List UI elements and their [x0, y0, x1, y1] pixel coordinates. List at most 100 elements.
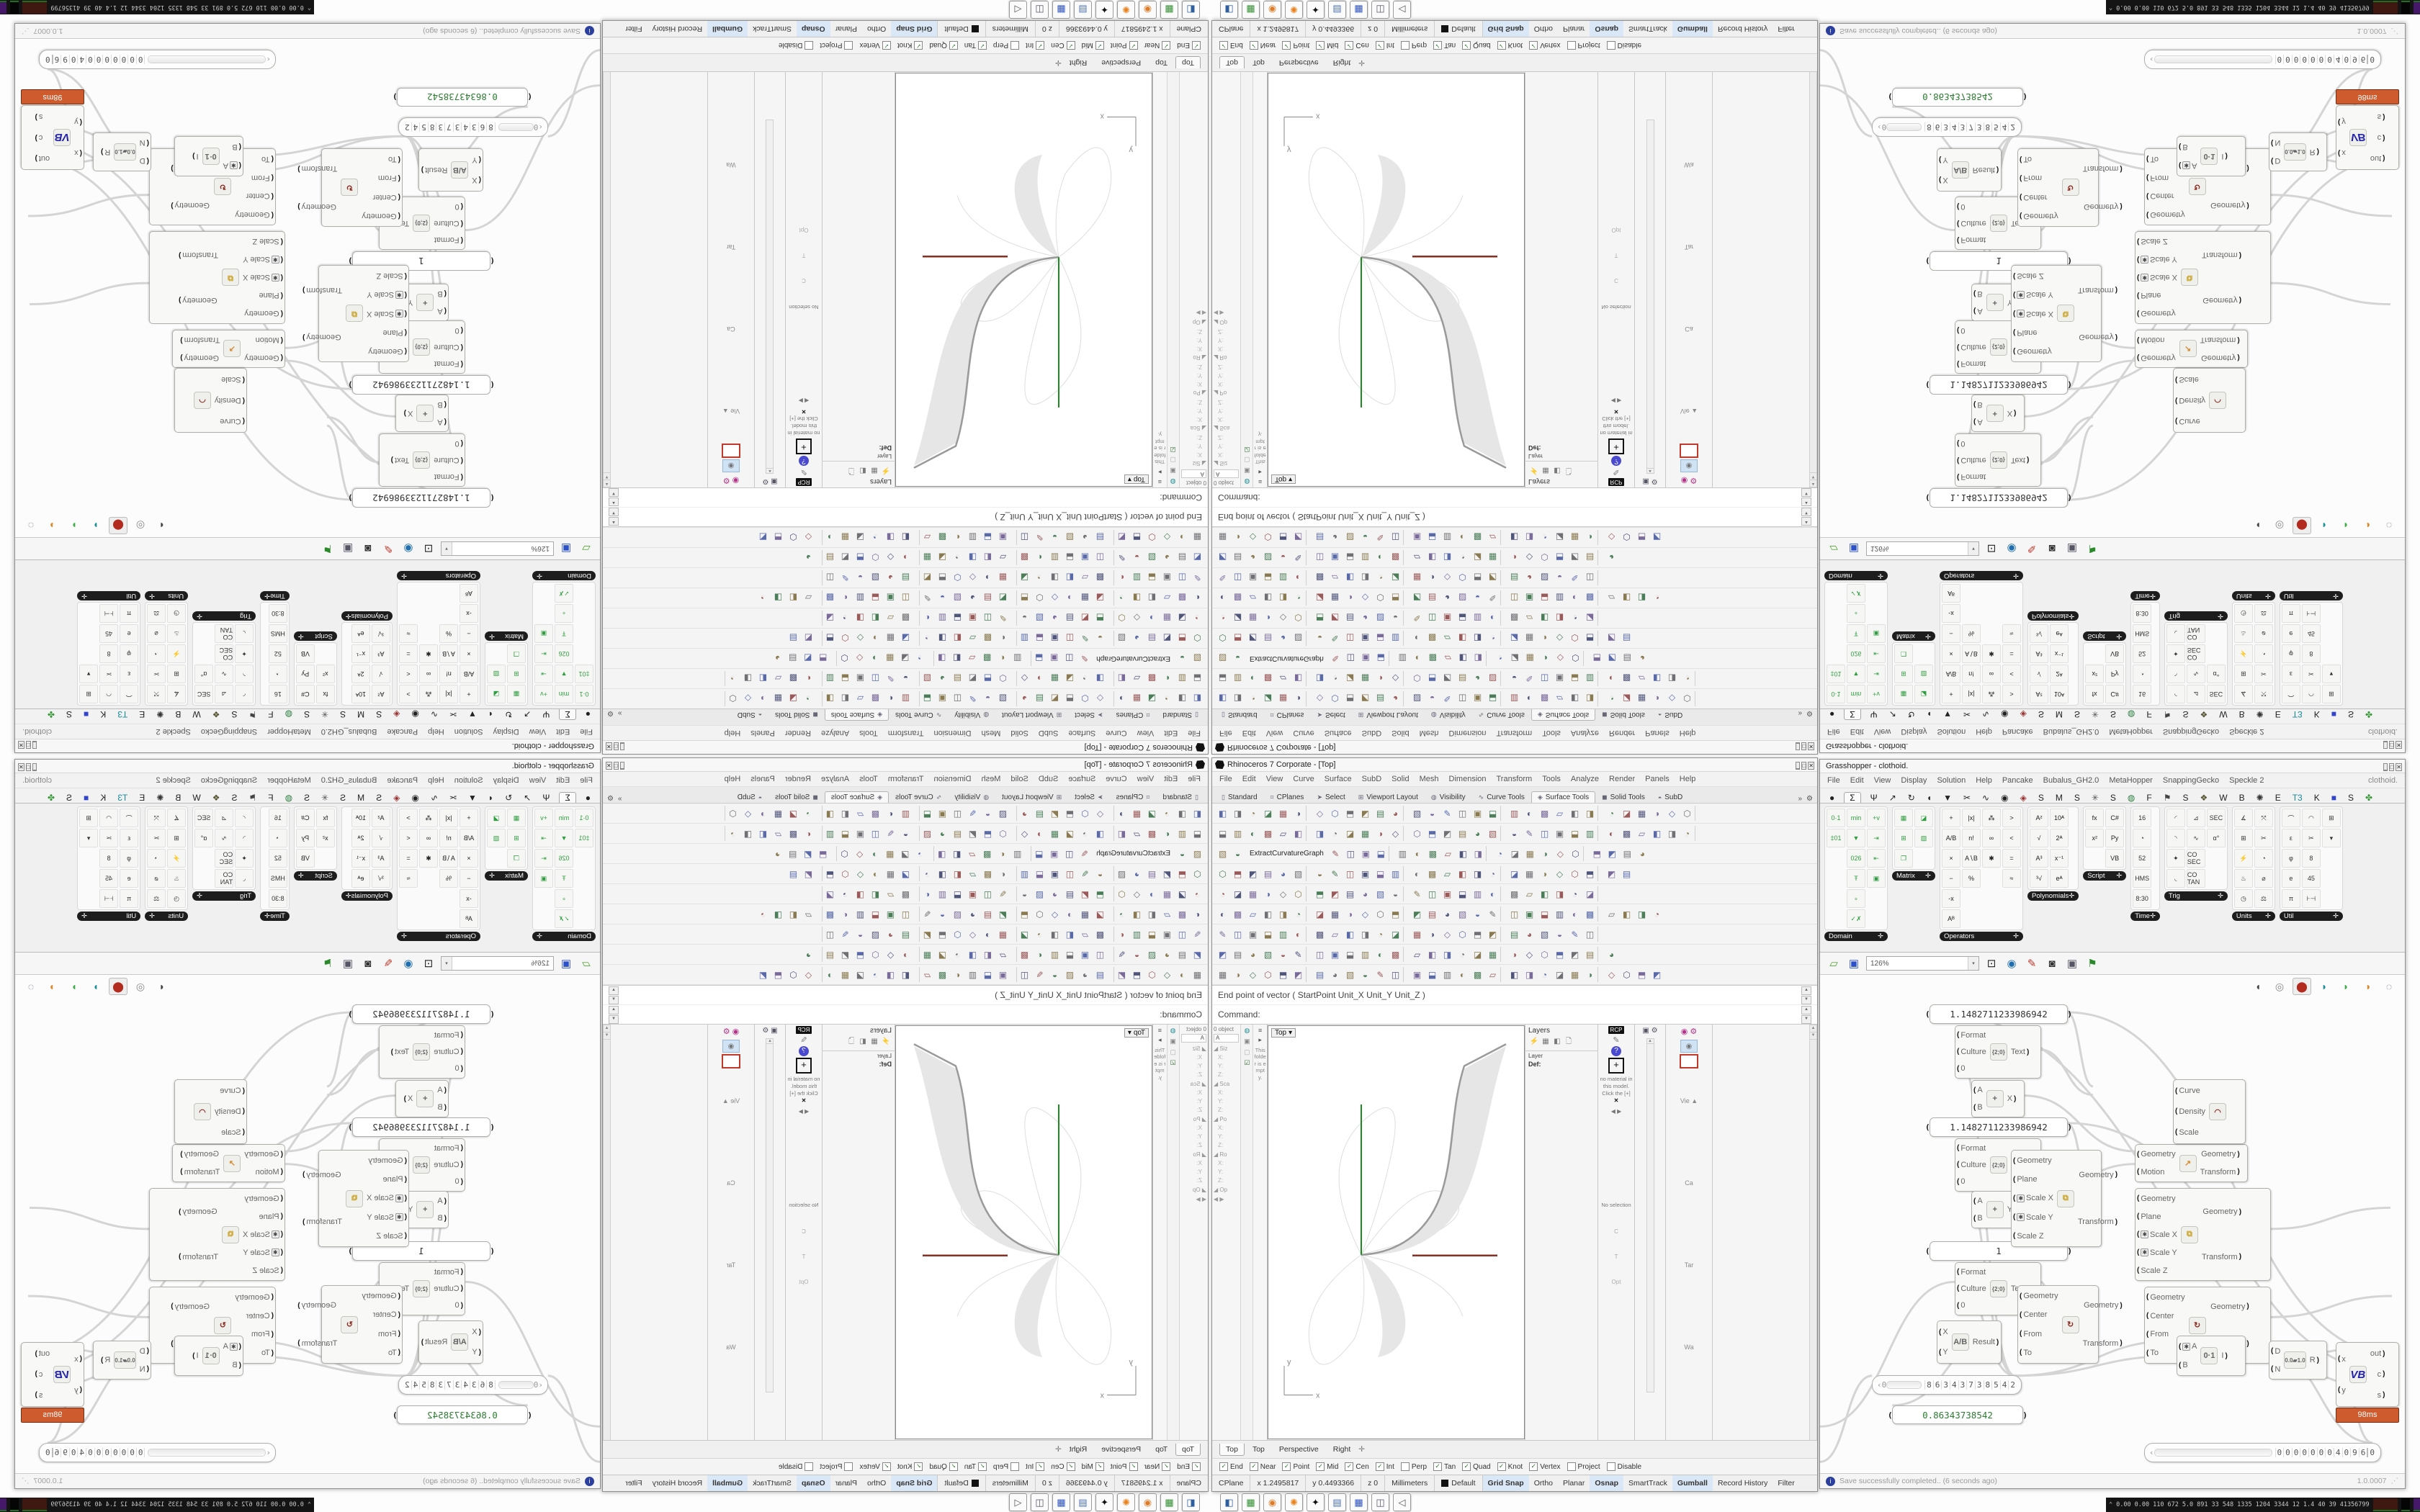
palette-component-icon[interactable]: 2ᴬ — [351, 665, 370, 683]
toolbar-icon[interactable]: ⬓ — [1345, 552, 1355, 563]
palette-component-icon[interactable]: fx — [315, 685, 335, 703]
toolbar-icon[interactable]: ⬓ — [871, 909, 880, 919]
toolbar-icon[interactable]: ◫ — [1346, 653, 1355, 664]
palette-component-icon[interactable]: ◝ — [235, 829, 254, 847]
palette-component-icon[interactable]: ◠ — [2301, 809, 2321, 827]
toolbar-icon[interactable]: ▤ — [901, 929, 910, 940]
gh-menu-metahopper[interactable]: MetaHopper — [267, 776, 311, 785]
toolbar-icon[interactable]: ⬒ — [774, 532, 783, 543]
viewport-title-chip[interactable]: Top ▾ — [1124, 1028, 1149, 1038]
toolbar-icon[interactable]: ▩ — [1315, 929, 1325, 940]
toolbar-icon[interactable]: ⬡ — [1571, 868, 1579, 879]
gh-tab-21[interactable]: W — [192, 793, 201, 803]
toolbar-icon[interactable]: ◧ — [871, 613, 880, 624]
toolbar-icon[interactable]: ▩ — [825, 593, 835, 603]
palette-component-icon[interactable]: ◜ — [235, 809, 254, 827]
toolbar-icon[interactable]: ▩ — [1428, 633, 1437, 644]
palette-component-icon[interactable]: 45 — [2301, 624, 2321, 643]
toolbar-icon[interactable]: ▱ — [923, 969, 931, 980]
toolbar-icon[interactable]: ▱ — [1444, 848, 1451, 859]
toolbar-icon[interactable]: ▤ — [983, 909, 992, 919]
palette-component-icon[interactable]: α° — [2206, 665, 2226, 683]
osnap-quad[interactable]: ✓ Quad — [1462, 1462, 1491, 1471]
toolbar-icon[interactable]: ⬒ — [1233, 633, 1242, 644]
ink-icon[interactable]: ◙ — [364, 542, 372, 555]
gh-menu-edit[interactable]: Edit — [556, 727, 570, 736]
palette-component-icon[interactable]: ◔ — [268, 665, 287, 683]
status-toggle-osnap[interactable]: Osnap — [796, 1475, 830, 1491]
palette-component-icon[interactable]: ♨ — [2233, 869, 2253, 888]
toolbar-icon[interactable]: ◧ — [1117, 673, 1126, 684]
display-mode-icon-4[interactable]: ◗ — [71, 981, 78, 992]
osnap-near[interactable]: ✓ Near — [1249, 41, 1276, 50]
gh-tab-22[interactable]: B — [175, 709, 182, 719]
gh-tab-1[interactable]: Σ — [1844, 709, 1861, 720]
display-mode-icon-5[interactable]: ◑ — [2364, 520, 2371, 531]
palette-component-icon[interactable]: 2ᴬ — [351, 829, 370, 847]
toolbar-icon[interactable]: ▥ — [1013, 848, 1022, 859]
toolbar-icon[interactable]: ▧ — [1294, 633, 1303, 644]
palette-component-icon[interactable]: ▨ — [487, 829, 506, 847]
toolbar-icon[interactable]: ▥ — [1585, 828, 1595, 839]
toolbar-icon[interactable]: ◇ — [856, 868, 864, 879]
toolbar-icon[interactable]: ✎ — [1080, 848, 1088, 859]
palette-component-icon[interactable]: ◝ — [235, 665, 254, 683]
toolbar-icon[interactable]: ◇ — [805, 969, 812, 980]
palette-component-icon[interactable]: φ — [2281, 849, 2300, 868]
toolbar-icon[interactable]: ▤ — [1035, 693, 1044, 704]
menu-item-analyze[interactable]: Analyze — [820, 729, 850, 737]
palette-component-icon[interactable]: ▦ — [1894, 685, 1913, 703]
toolbar-icon[interactable]: ◨ — [1473, 633, 1482, 644]
toolbar-icon[interactable]: ◫ — [983, 613, 992, 624]
panel-icon[interactable]: ▢ — [1170, 1048, 1176, 1056]
viewport-tab-right[interactable]: Right — [1332, 1444, 1351, 1454]
toolbar-tab-standard[interactable]: ▯ Standard — [1222, 711, 1258, 719]
toolbar-icon[interactable]: ◫ — [1540, 673, 1549, 684]
palette-component-icon[interactable]: C# — [295, 809, 315, 827]
palette-component-icon[interactable]: ⁂ — [1982, 685, 2001, 703]
toolbar-icon[interactable]: ✎ — [1489, 593, 1497, 603]
gh-tab-9[interactable]: ◉ — [411, 793, 419, 803]
toolbar-icon[interactable]: ▧ — [1065, 969, 1075, 980]
toolbar-icon[interactable]: ✎ — [969, 808, 977, 819]
osnap-end[interactable]: ✓ End — [1177, 1462, 1201, 1471]
status-toggle-filter[interactable]: Filter — [1778, 24, 1795, 33]
toolbar-icon[interactable]: ✎ — [1571, 572, 1579, 583]
toolbar-icon[interactable]: ◐ — [1414, 868, 1420, 879]
gh-tab-2[interactable]: Ψ — [1870, 793, 1878, 803]
zoom-level-select[interactable]: 126% ▾ — [1866, 541, 1979, 556]
rhino-titlebar[interactable]: Rhinoceros 7 Corporate - [Top] _□✕ — [1212, 740, 1817, 754]
toolbar-icon[interactable]: ◨ — [743, 828, 753, 839]
toolbar-icon[interactable]: ◇ — [1051, 593, 1059, 603]
toolbar-icon[interactable]: ◨ — [1132, 909, 1142, 919]
palette-component-icon[interactable]: SEC — [2206, 809, 2226, 827]
menu-item-dimension[interactable]: Dimension — [933, 775, 972, 783]
palette-component-icon[interactable]: ⇤ — [534, 644, 553, 663]
toolbar-icon[interactable]: ◑ — [1429, 572, 1435, 583]
toolbar-icon[interactable]: ◕ — [1082, 532, 1088, 543]
status-field-2[interactable]: y 0.4493366 — [1058, 1475, 1114, 1491]
palette-component-icon[interactable]: ∿ — [215, 665, 234, 683]
toolbar-tab-viewport-layout[interactable]: ⊞ Viewport Layout — [1358, 711, 1418, 719]
palette-component-icon[interactable]: ⊦⊣ — [99, 604, 119, 623]
toolbar-icon[interactable]: ◧ — [1428, 552, 1437, 563]
gh-menu-bubalus-gh2-0[interactable]: Bubalus_GH2.0 — [321, 727, 377, 736]
menu-item-render[interactable]: Render — [1609, 775, 1636, 783]
toolbar-icon[interactable]: ▱ — [856, 808, 864, 819]
toolbar-icon[interactable]: ✎ — [1294, 552, 1302, 563]
toolbar-icon[interactable]: ▥ — [1233, 673, 1242, 684]
palette-component-icon[interactable]: ◪ — [1914, 809, 1933, 827]
add-material-button[interactable]: + — [796, 1058, 812, 1074]
open-file-icon[interactable]: ▱ — [582, 542, 591, 554]
toolbar-icon[interactable]: ◑ — [1587, 532, 1593, 543]
viewport-tab-right[interactable]: Right — [1069, 58, 1088, 68]
toolbar-icon[interactable]: ◪ — [1178, 888, 1187, 899]
palette-component-icon[interactable]: +v — [534, 809, 553, 827]
record-button[interactable] — [1680, 1054, 1698, 1068]
toolbar-icon[interactable]: ▥ — [856, 593, 865, 603]
gh-canvas[interactable]: ◖ ◎ ⬤ ◗ ◗ ◑ ◌ 1.1482711233986942()(Format(Cult… — [1820, 975, 2405, 1473]
toolbar-icon[interactable]: ▣ — [1050, 848, 1059, 859]
osnap-perp[interactable]: Perp — [993, 1462, 1020, 1471]
gh-panel[interactable]: 1.1482711233986942() — [348, 488, 495, 508]
toolbar-tab-surface-tools[interactable]: ◈ Surface Tools — [824, 791, 889, 803]
